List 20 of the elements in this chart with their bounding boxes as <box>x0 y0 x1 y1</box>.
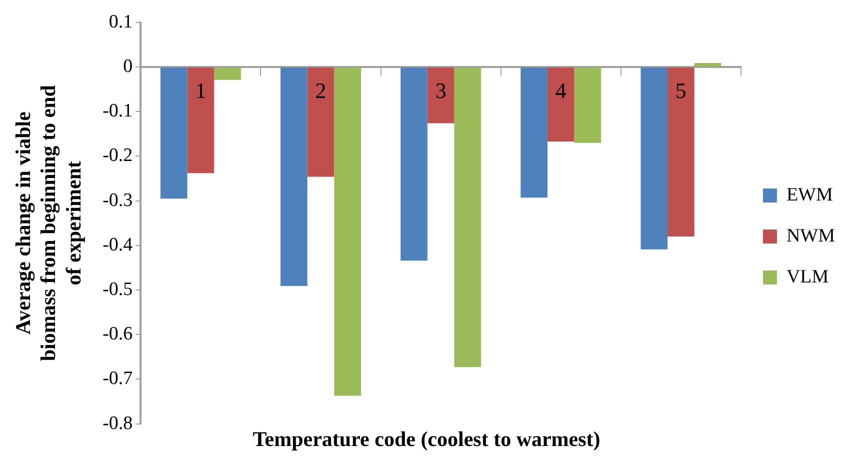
x-tick-label: 3 <box>435 78 446 103</box>
legend-label: EWM <box>786 184 833 206</box>
x-tick-label: 1 <box>195 78 206 103</box>
legend-label: NWM <box>786 225 836 246</box>
y-tick-label: 0.1 <box>108 11 133 32</box>
y-tick-label: -0.5 <box>102 278 133 300</box>
y-tick-label: -0.1 <box>102 100 133 122</box>
x-tick-label: 2 <box>315 78 326 103</box>
legend-label: VLM <box>786 266 829 288</box>
x-axis-title: Temperature code (coolest to warmest) <box>252 426 600 451</box>
y-tick-label: -0.6 <box>102 324 133 345</box>
y-tick-label: -0.4 <box>102 234 134 256</box>
y-tick-label: -0.8 <box>102 412 133 434</box>
y-tick-label: -0.3 <box>102 190 133 211</box>
y-tick-label: 0 <box>123 56 133 77</box>
x-tick-label: 5 <box>675 78 686 103</box>
y-tick-label: -0.7 <box>102 368 133 390</box>
y-axis-title: Average change in viable biomass from beginning to end of experiment <box>11 84 86 362</box>
y-tick-label: -0.2 <box>102 145 133 166</box>
x-tick-label: 4 <box>555 78 566 103</box>
